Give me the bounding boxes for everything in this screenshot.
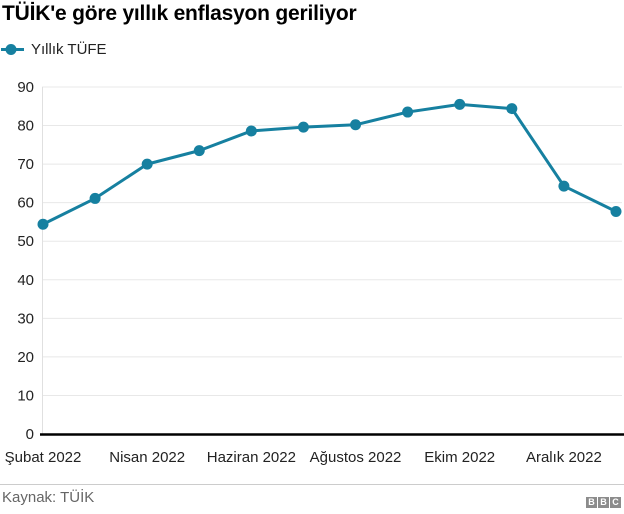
y-tick-label: 60 (17, 195, 34, 212)
data-point (506, 103, 518, 115)
x-axis-labels: Şubat 2022 Nisan 2022 Haziran 2022 Ağustos … (5, 449, 602, 466)
series-line (41, 102, 618, 226)
data-point (350, 119, 362, 131)
bbc-logo-block: B (586, 497, 597, 508)
data-point (193, 145, 205, 157)
y-tick-label: 50 (17, 233, 34, 250)
x-tick-label: Şubat 2022 (5, 449, 82, 466)
x-tick-label: Ekim 2022 (424, 449, 495, 466)
line-chart: 0 10 20 30 40 50 60 70 80 90 Şubat 2022 Nisan 2022… (5, 79, 624, 466)
data-point (297, 121, 309, 133)
data-point (245, 125, 257, 137)
data-point (558, 180, 570, 192)
chart-title: TÜİK'e göre yıllık enflasyon geriliyor (2, 2, 357, 25)
data-point (141, 158, 153, 170)
legend-marker-icon (1, 44, 24, 55)
data-point (610, 206, 622, 218)
footer-divider (0, 484, 624, 485)
y-tick-label: 90 (17, 79, 34, 96)
gridlines (42, 86, 622, 396)
data-point (89, 192, 101, 204)
data-point (37, 218, 49, 230)
data-point (454, 98, 466, 110)
x-tick-label: Ağustos 2022 (310, 449, 402, 466)
bbc-logo-block: B (598, 497, 609, 508)
bbc-logo: B B C (586, 497, 621, 508)
series-markers (37, 98, 622, 230)
y-tick-label: 0 (26, 426, 34, 443)
y-tick-label: 30 (17, 310, 34, 327)
y-tick-label: 80 (17, 118, 34, 135)
x-tick-label: Haziran 2022 (207, 449, 296, 466)
y-tick-label: 10 (17, 387, 34, 404)
x-tick-label: Nisan 2022 (109, 449, 185, 466)
data-point (402, 106, 414, 118)
y-tick-label: 20 (17, 349, 34, 366)
legend: Yıllık TÜFE (1, 41, 107, 58)
y-tick-label: 40 (17, 272, 34, 289)
source-attribution: Kaynak: TÜİK (2, 489, 95, 506)
y-axis-labels: 0 10 20 30 40 50 60 70 80 90 (17, 79, 34, 443)
y-tick-label: 70 (17, 156, 34, 173)
bbc-logo-block: C (610, 497, 621, 508)
x-tick-label: Aralık 2022 (526, 449, 602, 466)
legend-label: Yıllık TÜFE (31, 41, 107, 58)
